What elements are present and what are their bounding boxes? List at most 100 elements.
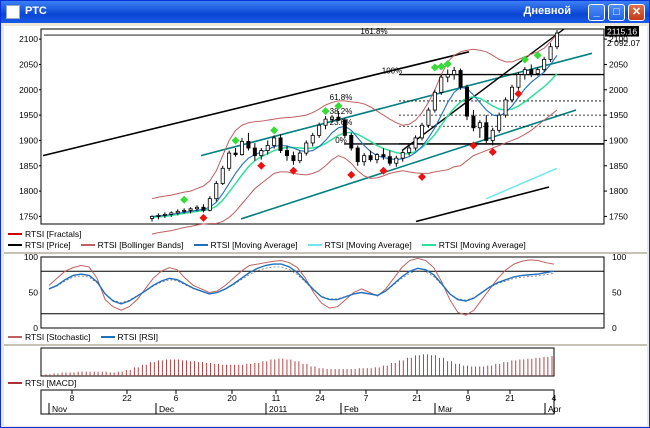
price-axis-right-label: 1950	[609, 110, 628, 120]
legend-item[interactable]: RTSI [Moving Average]	[193, 240, 298, 250]
legend-item[interactable]: RTSI [RSI]	[100, 332, 158, 342]
fibonacci-label: 61.8%	[330, 93, 353, 102]
fractal-up-marker	[321, 107, 330, 116]
price-axis-left-label: 1850	[19, 161, 38, 171]
pane-divider[interactable]	[4, 344, 647, 346]
legend-label: RTSI [Bollinger Bands]	[97, 240, 184, 250]
fractal-down-marker	[514, 89, 523, 98]
oscillator-axis-left-label: 50	[29, 288, 39, 298]
candle-down	[471, 115, 476, 129]
candle-down	[458, 70, 463, 88]
candle-up	[169, 212, 174, 215]
legend-label: RTSI [Fractals]	[25, 229, 82, 239]
price-axis-left-label: 1800	[19, 186, 38, 196]
rsi-line	[48, 263, 555, 305]
period-label[interactable]: Дневной	[523, 5, 572, 17]
candle-up	[419, 124, 424, 139]
price-axis-right-label: 1750	[609, 211, 628, 221]
fractal-up-marker	[180, 195, 189, 204]
candle-down	[291, 155, 296, 162]
fractal-down-marker	[488, 148, 497, 157]
candle-up	[239, 141, 244, 156]
price-axis-right-label: 2000	[609, 85, 628, 95]
trend-line-lower	[415, 186, 550, 223]
legend-label: RTSI [MACD]	[25, 378, 77, 388]
candle-up	[149, 216, 154, 219]
candle-up	[194, 206, 199, 210]
candle-down	[381, 154, 386, 158]
candle-up	[432, 91, 437, 111]
window-title: РТС	[25, 5, 47, 17]
price-axis-left-label: 2100	[19, 34, 38, 44]
legend-label: RTSI [Moving Average]	[438, 240, 526, 250]
fractal-up-marker	[334, 102, 343, 111]
candle-up	[516, 74, 521, 88]
candle-up	[509, 86, 514, 101]
legend-item[interactable]: RTSI [Price]	[8, 240, 71, 250]
candle-up	[452, 70, 457, 75]
time-month-label: Feb	[344, 404, 359, 414]
candle-down	[233, 152, 238, 156]
time-day-label: 22	[122, 393, 132, 403]
candle-up	[297, 152, 302, 162]
candle-up	[227, 152, 232, 169]
fractal-up-marker	[437, 62, 446, 71]
legend-swatch	[307, 244, 322, 246]
time-month-label: 2011	[269, 404, 288, 414]
candle-down	[336, 116, 341, 121]
moving-average-blue-line	[151, 55, 558, 217]
time-day-label: 9	[466, 393, 471, 403]
candle-up	[214, 183, 219, 200]
candle-down	[342, 119, 347, 136]
candle-up	[477, 122, 482, 129]
candle-down	[252, 147, 257, 157]
pane-divider[interactable]	[4, 252, 647, 254]
candle-up	[497, 114, 502, 131]
time-day-label: 24	[315, 393, 325, 403]
legend-swatch	[8, 244, 22, 246]
price-axis-left-label: 1750	[19, 211, 38, 221]
candle-up	[522, 69, 527, 75]
minimize-button[interactable]: _	[588, 4, 605, 21]
oscillator-axis-right-label: 0	[612, 323, 617, 333]
fractal-up-marker	[443, 60, 452, 68]
candle-down	[387, 156, 392, 164]
bollinger-lower-line	[151, 109, 558, 235]
legend-label: RTSI [Moving Average]	[210, 240, 298, 250]
time-day-label: 21	[412, 393, 422, 403]
candle-up	[272, 137, 277, 146]
candle-down	[201, 206, 206, 211]
fractal-down-marker	[418, 172, 426, 181]
legend-item[interactable]: RTSI [Moving Average]	[421, 240, 526, 250]
candle-down	[368, 155, 373, 161]
legend-item[interactable]: RTSI [Fractals]	[8, 229, 82, 239]
fibonacci-label: 100%	[382, 67, 402, 76]
legend-item[interactable]: RTSI [Stochastic]	[8, 332, 91, 342]
title-bar[interactable]: РТС Дневной _ □ ✕	[1, 1, 649, 23]
legend-item[interactable]: RTSI [Bollinger Bands]	[80, 240, 184, 250]
price-axis-left-label: 1950	[19, 110, 38, 120]
fractal-up-marker	[520, 55, 529, 64]
fractal-down-marker	[469, 141, 478, 150]
fractal-down-marker	[347, 170, 356, 179]
candle-up	[310, 134, 315, 144]
maximize-button[interactable]: □	[608, 4, 625, 21]
chart-canvas[interactable]: 2100 2100 2050 2050 2000 2000 1950 1950 1900 1900…	[4, 26, 647, 426]
legend-item[interactable]: RTSI [Moving Average]	[307, 240, 412, 250]
candle-up	[362, 155, 367, 163]
candle-up	[304, 142, 309, 154]
candle-up	[265, 145, 270, 151]
fractal-down-marker	[257, 161, 266, 170]
candle-up	[490, 129, 495, 141]
legend-label: RTSI [RSI]	[117, 332, 158, 342]
legend-item[interactable]: RTSI [MACD]	[8, 378, 76, 388]
price-axis-left-label: 1900	[19, 135, 38, 145]
legend-label: RTSI [Price]	[25, 240, 71, 250]
close-button[interactable]: ✕	[628, 4, 645, 21]
trend-line-top	[401, 28, 565, 152]
fractal-down-marker	[289, 166, 298, 175]
legend-swatch	[8, 233, 22, 235]
candle-up	[555, 32, 560, 48]
price-legend-row-2: RTSI [Price] RTSI [Bollinger Bands] RTSI […	[8, 240, 526, 250]
